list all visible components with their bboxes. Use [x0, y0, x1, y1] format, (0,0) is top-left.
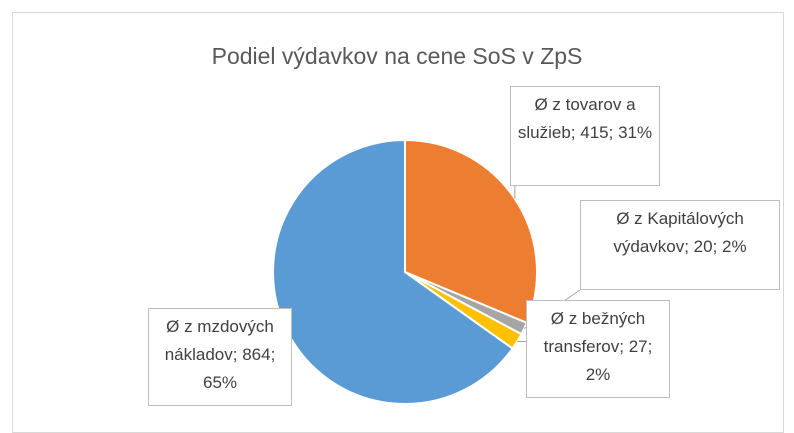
- data-label: Ø z tovarov a služieb; 415; 31%: [510, 86, 660, 186]
- data-label: Ø z Kapitálových výdavkov; 20; 2%: [580, 200, 780, 290]
- data-label: Ø z mzdových nákladov; 864; 65%: [148, 308, 292, 406]
- data-label: Ø z bežných transferov; 27; 2%: [526, 300, 670, 398]
- chart-title: Podiel výdavkov na cene SoS v ZpS: [212, 43, 583, 69]
